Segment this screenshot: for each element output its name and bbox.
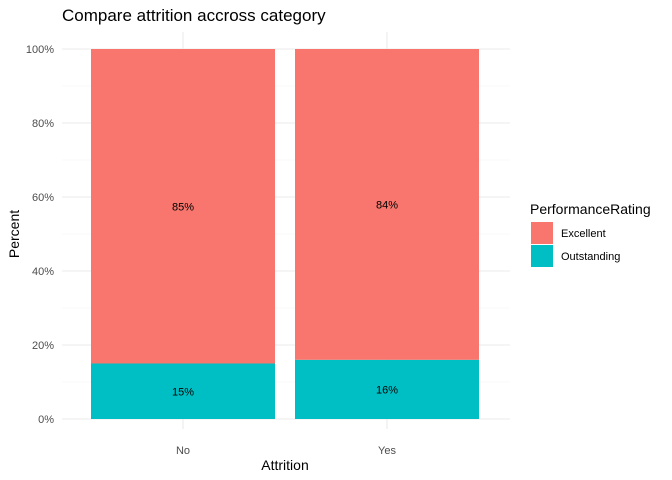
bar-segment <box>91 49 275 364</box>
y-axis-ticks: 0% 20% 40% 60% 80% 100% <box>26 44 54 426</box>
bar-segment <box>295 359 479 419</box>
bar-value-label: 84% <box>376 199 398 211</box>
x-tick-label: No <box>176 445 190 457</box>
legend-key <box>531 222 553 244</box>
y-tick-label: 100% <box>26 44 54 56</box>
x-tick-label: Yes <box>378 445 396 457</box>
y-tick-label: 80% <box>32 118 54 130</box>
y-axis-title: Percent <box>6 210 22 258</box>
legend-key <box>531 245 553 267</box>
chart-title: Compare attrition accross category <box>62 6 326 25</box>
legend-label: Excellent <box>561 228 606 240</box>
y-tick-label: 0% <box>38 414 54 426</box>
bar-value-label: 15% <box>172 386 194 398</box>
bar-labels: 15% 85% 16% 84% <box>172 199 398 398</box>
legend-label: Outstanding <box>561 251 620 263</box>
bar-segment <box>91 363 275 419</box>
legend-title: PerformanceRating <box>530 201 651 217</box>
x-axis-title: Attrition <box>261 457 308 473</box>
y-tick-label: 20% <box>32 340 54 352</box>
y-tick-label: 60% <box>32 192 54 204</box>
y-tick-label: 40% <box>32 266 54 278</box>
x-axis-ticks: No Yes <box>176 445 396 457</box>
bar-value-label: 16% <box>376 384 398 396</box>
bars <box>91 49 479 419</box>
bar-segment <box>295 49 479 360</box>
bar-value-label: 85% <box>172 201 194 213</box>
legend: PerformanceRating Excellent Outstanding <box>530 201 651 267</box>
